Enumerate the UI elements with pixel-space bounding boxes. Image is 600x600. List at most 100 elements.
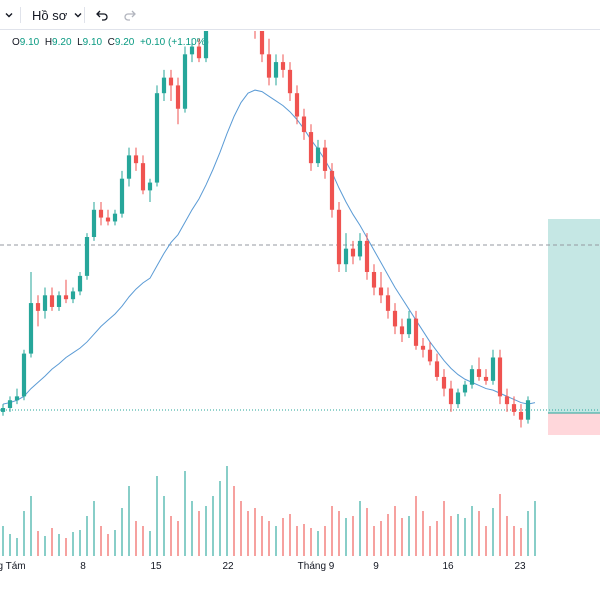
candle-body bbox=[287, 69, 293, 94]
candle-body bbox=[175, 85, 181, 109]
volume-bar bbox=[2, 526, 4, 556]
volume-bar bbox=[380, 521, 382, 556]
toolbar-divider bbox=[84, 7, 85, 23]
candle-body bbox=[273, 62, 279, 78]
volume-bar bbox=[331, 506, 333, 556]
volume-bar bbox=[317, 531, 319, 556]
volume-bar bbox=[394, 506, 396, 556]
candle-body bbox=[294, 93, 300, 117]
high-value: 9.20 bbox=[52, 37, 72, 48]
candle-body bbox=[434, 361, 440, 377]
volume-bar bbox=[513, 526, 515, 556]
volume-bar bbox=[198, 511, 200, 556]
volume-bar bbox=[212, 496, 214, 556]
candle-body bbox=[259, 31, 265, 55]
volume-bar bbox=[58, 534, 60, 556]
toolbar-divider bbox=[20, 7, 21, 23]
volume-bar bbox=[261, 516, 263, 556]
volume-bar bbox=[436, 521, 438, 556]
x-tick-label: áng Tám bbox=[0, 561, 26, 572]
volume-bar bbox=[100, 526, 102, 556]
volume-bar bbox=[44, 536, 46, 556]
volume-bar bbox=[93, 501, 95, 556]
volume-bar bbox=[205, 506, 207, 556]
volume-bar bbox=[86, 516, 88, 556]
volume-bar bbox=[51, 528, 53, 556]
candle-body bbox=[469, 369, 475, 385]
volume-bar bbox=[142, 526, 144, 556]
profile-menu-button[interactable]: Hồ sơ bbox=[32, 0, 83, 30]
volume-bar bbox=[527, 511, 529, 556]
target-zone bbox=[548, 219, 600, 413]
volume-bar bbox=[492, 508, 494, 556]
volume-bar bbox=[359, 501, 361, 556]
volume-bar bbox=[464, 518, 466, 556]
x-tick-label: Tháng 9 bbox=[297, 561, 335, 572]
undo-button[interactable] bbox=[94, 0, 110, 30]
x-tick-label: 9 bbox=[373, 561, 379, 572]
candle-body bbox=[420, 345, 426, 350]
volume-bar bbox=[226, 466, 228, 556]
volume-bar bbox=[191, 501, 193, 556]
volume-bar bbox=[275, 526, 277, 556]
volume-bar bbox=[114, 530, 116, 556]
top-toolbar: Hồ sơ bbox=[0, 0, 600, 30]
volume-bar bbox=[121, 508, 123, 556]
candle-body bbox=[441, 376, 447, 389]
chevron-down-icon[interactable] bbox=[4, 0, 14, 30]
volume-bar bbox=[387, 514, 389, 556]
candle-body bbox=[490, 357, 496, 381]
candle-body bbox=[28, 303, 34, 354]
candle-body bbox=[511, 404, 517, 412]
candle-body bbox=[385, 295, 391, 311]
candle-body bbox=[392, 310, 398, 327]
volume-bar bbox=[254, 508, 256, 556]
x-tick-label: 23 bbox=[514, 561, 526, 572]
volume-bar bbox=[37, 531, 39, 556]
candle-body bbox=[140, 163, 146, 191]
volume-bar bbox=[219, 481, 221, 556]
candle-body bbox=[77, 275, 83, 292]
volume-bar bbox=[520, 528, 522, 556]
candle-body bbox=[518, 411, 524, 420]
volume-bar bbox=[429, 526, 431, 556]
candle-body bbox=[399, 326, 405, 335]
volume-bar bbox=[149, 531, 151, 556]
candle-body bbox=[91, 209, 97, 237]
open-label: O bbox=[12, 37, 20, 48]
candle-body bbox=[49, 295, 55, 307]
price-chart[interactable] bbox=[0, 31, 600, 558]
candle-body bbox=[371, 271, 377, 288]
volume-bar bbox=[268, 521, 270, 556]
candle-body bbox=[350, 248, 356, 257]
candle-body bbox=[266, 54, 272, 78]
ohlc-legend: O9.10 H9.20 L9.10 C9.20 +0.10 (+1.10%) bbox=[12, 37, 209, 48]
volume-bar bbox=[408, 516, 410, 556]
volume-bar bbox=[366, 508, 368, 556]
candle-body bbox=[35, 303, 41, 311]
candle-body bbox=[364, 240, 370, 272]
candle-body bbox=[336, 209, 342, 265]
candle-body bbox=[21, 353, 27, 397]
candle-body bbox=[196, 46, 202, 59]
candle-body bbox=[147, 182, 153, 191]
volume-bar bbox=[422, 511, 424, 556]
candle-body bbox=[161, 77, 167, 94]
candle-body bbox=[14, 396, 20, 401]
volume-bar bbox=[65, 538, 67, 556]
volume-bar bbox=[16, 538, 18, 556]
candle-body bbox=[119, 178, 125, 214]
volume-bar bbox=[9, 534, 11, 556]
candle-body bbox=[448, 388, 454, 405]
volume-bar bbox=[163, 496, 165, 556]
undo-icon bbox=[96, 10, 108, 21]
candle-body bbox=[84, 237, 90, 276]
volume-bar bbox=[338, 511, 340, 556]
candle-body bbox=[280, 62, 286, 70]
redo-button[interactable] bbox=[122, 0, 138, 30]
candle-body bbox=[378, 287, 384, 296]
candle-body bbox=[525, 400, 531, 420]
open-value: 9.10 bbox=[19, 37, 40, 48]
x-tick-label: 15 bbox=[150, 561, 162, 572]
candle-body bbox=[56, 295, 62, 307]
